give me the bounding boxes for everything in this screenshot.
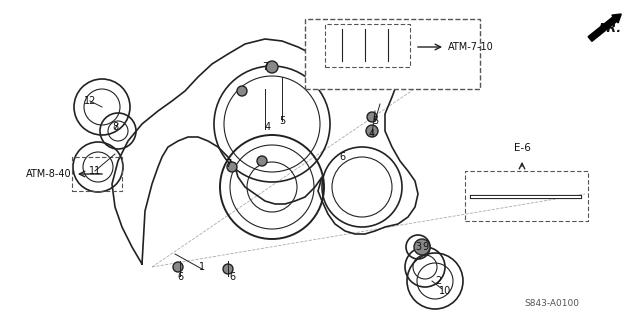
Circle shape xyxy=(384,30,392,38)
Text: 7: 7 xyxy=(225,159,231,169)
Text: E-6: E-6 xyxy=(513,143,531,153)
Circle shape xyxy=(257,156,267,166)
Circle shape xyxy=(361,53,369,61)
Text: 6: 6 xyxy=(339,152,345,162)
FancyBboxPatch shape xyxy=(305,19,480,89)
Circle shape xyxy=(338,53,346,61)
Text: 4: 4 xyxy=(369,129,375,139)
Text: ATM-7-10: ATM-7-10 xyxy=(448,42,493,52)
Circle shape xyxy=(173,262,183,272)
Text: 3: 3 xyxy=(415,242,421,252)
Circle shape xyxy=(223,264,233,274)
Circle shape xyxy=(237,86,247,96)
Text: 6: 6 xyxy=(229,272,235,282)
Text: FR.: FR. xyxy=(598,23,621,35)
Circle shape xyxy=(266,61,278,73)
Circle shape xyxy=(227,162,237,172)
Text: 5: 5 xyxy=(372,116,378,126)
Text: 4: 4 xyxy=(265,122,271,132)
Text: 11: 11 xyxy=(89,166,101,176)
Text: 1: 1 xyxy=(199,262,205,272)
Text: 9: 9 xyxy=(422,242,428,252)
Circle shape xyxy=(384,53,392,61)
Text: 8: 8 xyxy=(112,122,118,132)
Text: ATM-8-40: ATM-8-40 xyxy=(26,169,72,179)
Circle shape xyxy=(361,30,369,38)
Text: 10: 10 xyxy=(439,286,451,296)
Circle shape xyxy=(414,239,430,255)
Text: 5: 5 xyxy=(279,116,285,126)
Circle shape xyxy=(366,125,378,137)
Text: 7: 7 xyxy=(262,62,268,72)
Circle shape xyxy=(338,30,346,38)
FancyArrow shape xyxy=(588,14,621,41)
Text: S843-A0100: S843-A0100 xyxy=(525,300,579,308)
Text: 6: 6 xyxy=(177,272,183,282)
Text: 2: 2 xyxy=(435,276,441,286)
Circle shape xyxy=(367,112,377,122)
Text: 12: 12 xyxy=(84,96,96,106)
